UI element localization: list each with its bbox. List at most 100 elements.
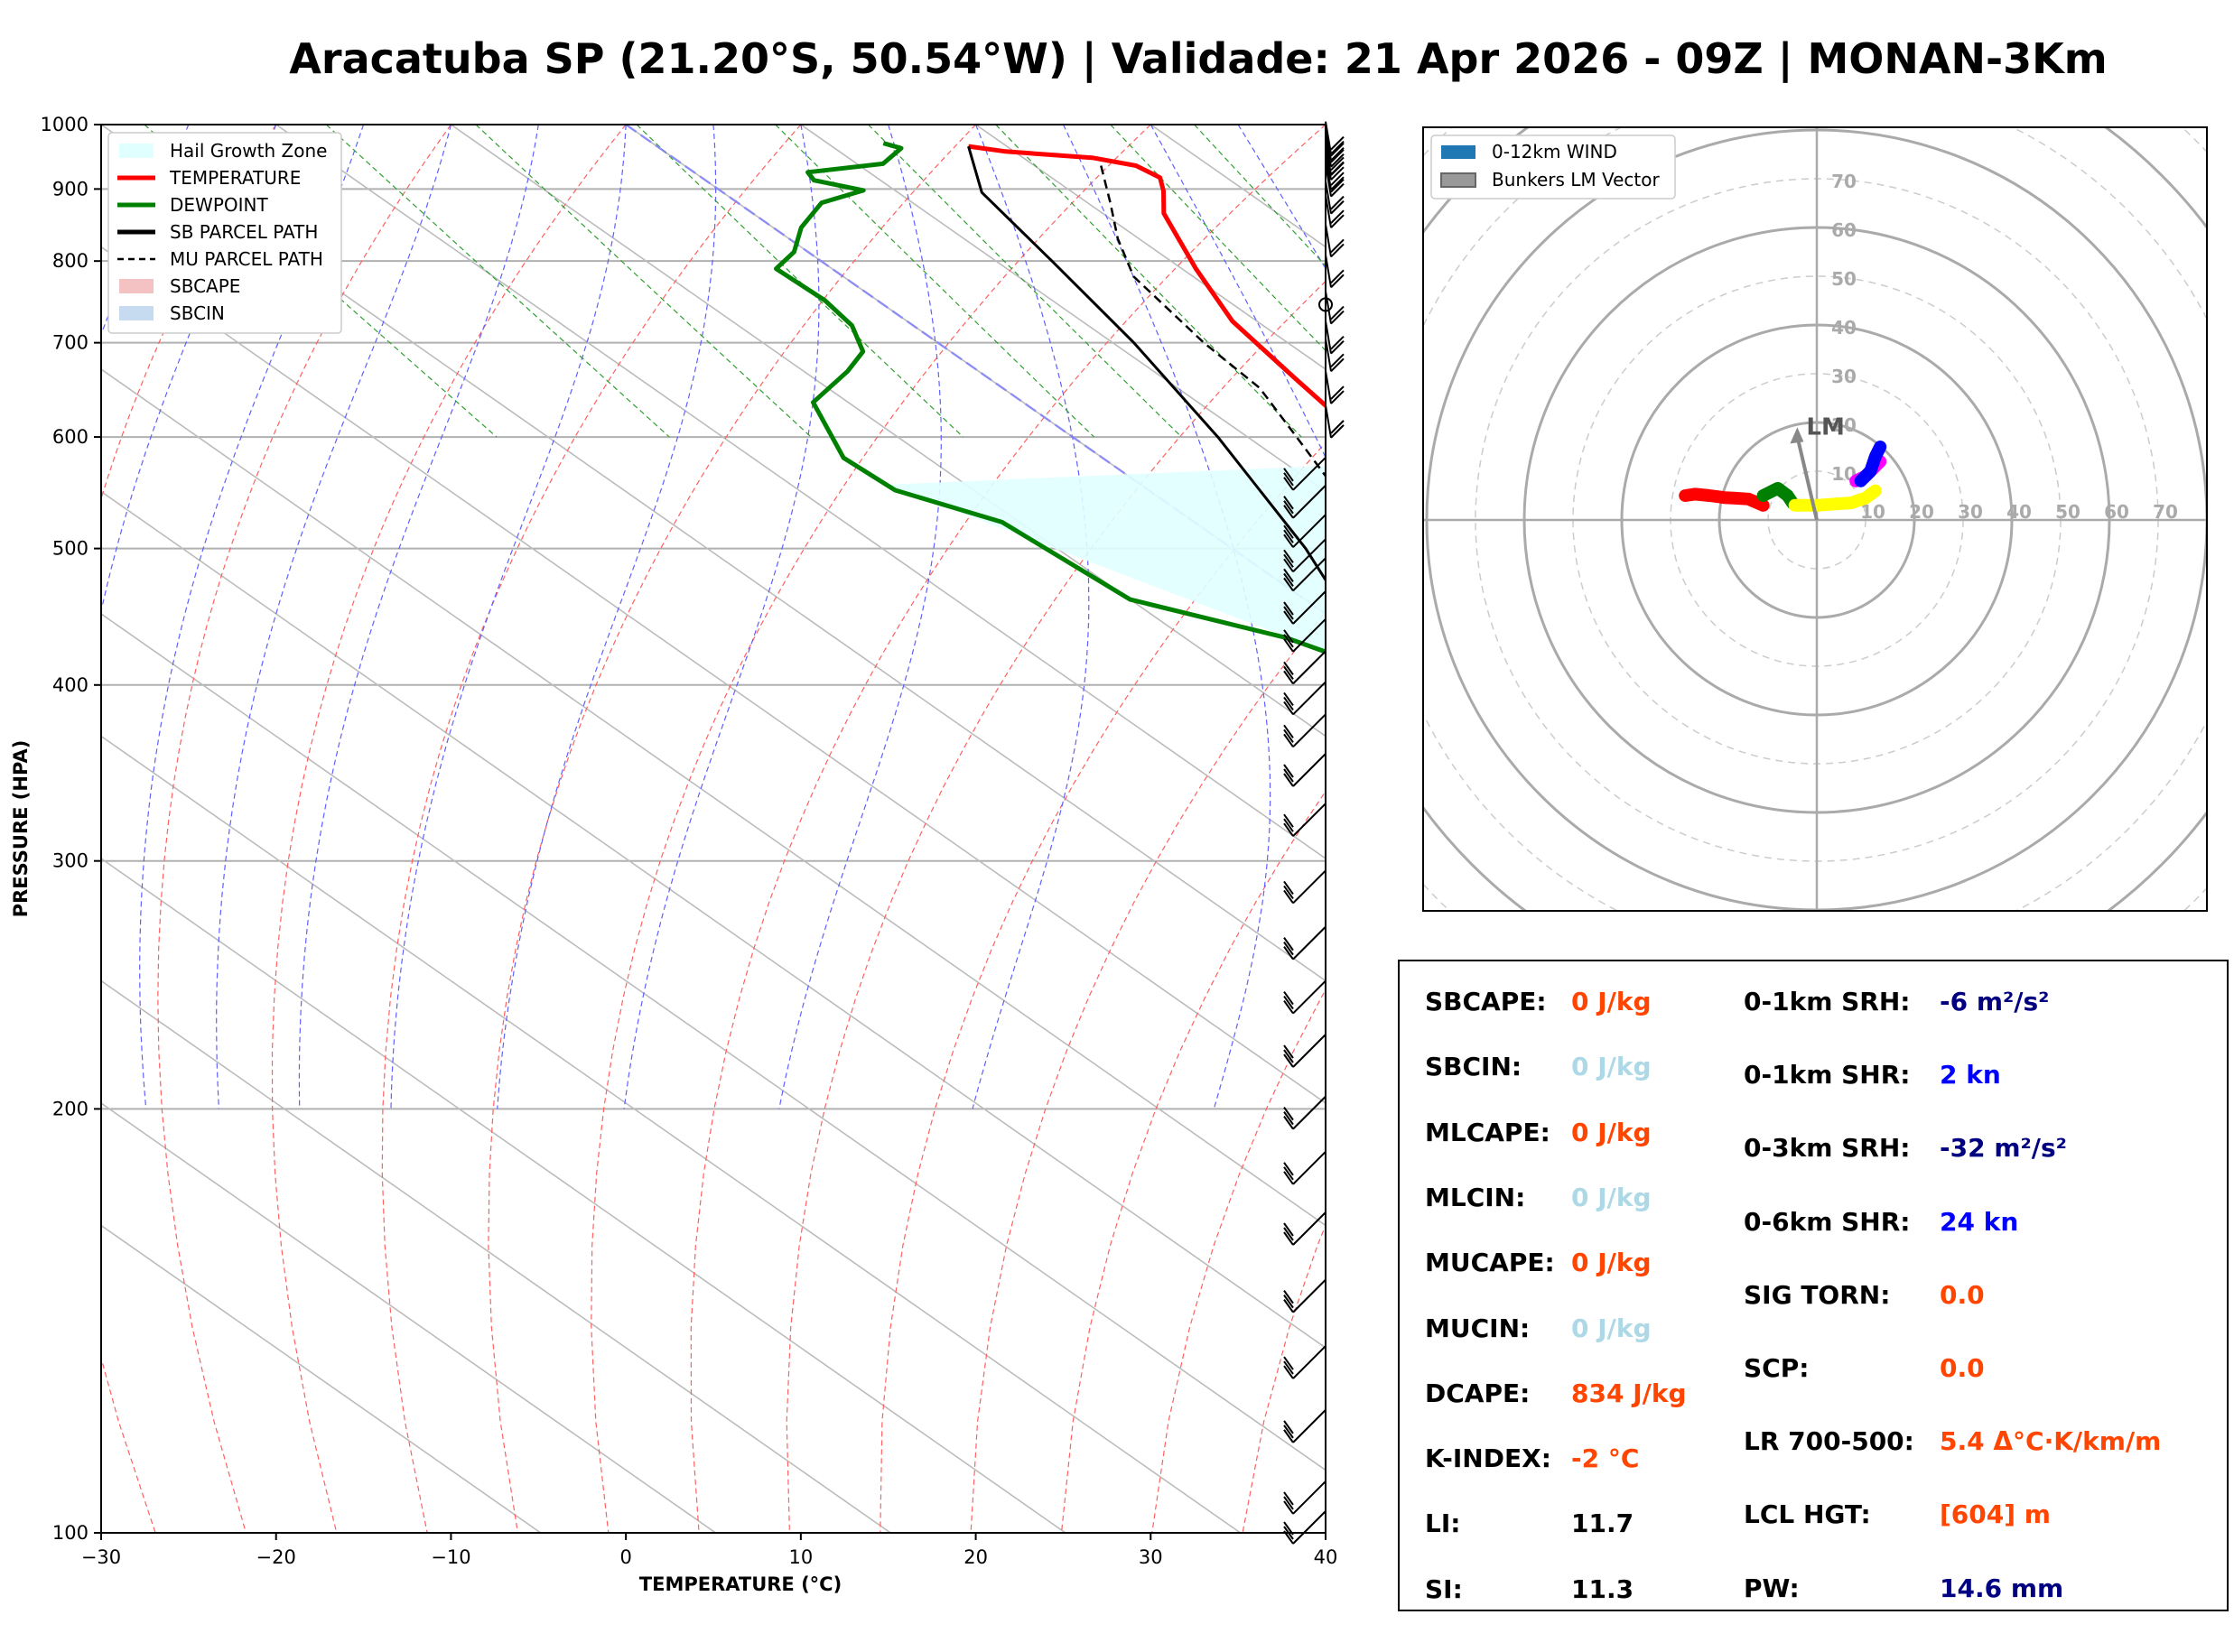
wind-barb [1283,1095,1326,1130]
isotherm-line [101,246,1326,1104]
index-label: MUCAPE: [1425,1248,1555,1278]
isotherm-line [101,735,1242,1533]
moist-adiabat [497,125,717,1109]
index-label: MLCIN: [1425,1182,1526,1212]
x-axis-label: TEMPERATURE (°C) [639,1573,842,1595]
isotherm-line [800,125,1326,493]
dry-adiabat [157,125,451,1533]
wind-barb [1325,134,1345,168]
hodograph-trace [1679,487,1770,512]
hodograph-ring-label: 20 [1831,414,1857,436]
dry-adiabat [786,280,1326,1533]
legend-label: Bunkers LM Vector [1492,169,1661,190]
x-tick-label: 20 [963,1546,988,1568]
wind-barb [1283,713,1326,747]
moist-adiabat [778,125,942,1109]
y-tick-label: 1000 [41,114,88,135]
index-value: 2 kn [1940,1060,2001,1091]
hodograph-frame [1422,126,2208,912]
wind-barb [1283,1278,1326,1313]
x-tick-label: −30 [81,1546,121,1568]
isotherm-line [101,858,1066,1533]
isotherm-line [101,1224,542,1533]
wind-barb [1283,485,1326,519]
index-label: LCL HGT: [1744,1499,1871,1530]
hodograph-ring-label: 50 [1831,268,1857,290]
wind-barb [1283,514,1326,548]
y-tick-label: 400 [52,674,88,696]
dry-adiabat [488,125,977,1533]
moist-adiabat [298,125,539,1109]
mixing-ratio-line [775,125,1095,438]
hodograph-ring-label: 60 [2104,501,2129,523]
moist-adiabat [390,125,627,1109]
mixing-ratio-line [475,125,812,438]
legend-swatch [1441,145,1475,159]
series-dewpoint [774,141,1326,654]
mixing-ratio-line [1110,125,1326,352]
hodograph-ring-label: 70 [2153,501,2178,523]
wind-barb [1283,1409,1326,1443]
wind-barb [1283,618,1326,653]
wind-barb [1325,163,1345,198]
wind-barb [1283,1480,1326,1515]
legend-swatch [119,279,154,293]
index-label: MUCIN: [1425,1313,1531,1343]
hodograph-trace [1756,481,1799,510]
series-sb-parcel-path [967,145,1326,583]
series-temperature [968,144,1326,409]
x-tick-label: 40 [1314,1546,1338,1568]
index-label: K-INDEX: [1425,1443,1551,1474]
indices-panel: SBCAPE: 0 J/kg SBCIN: 0 J/kg MLCAPE: 0 J/kg ML… [1398,960,2229,1611]
wind-barb [1325,147,1345,181]
wind-barb [1283,557,1326,592]
index-value: 0 J/kg [1571,1182,1652,1212]
x-tick-label: −20 [256,1546,296,1568]
hodograph-ring-label: 70 [1831,171,1857,192]
wind-barb [1283,753,1326,787]
wind-barb [1283,803,1326,837]
mixing-ratio-line [1194,125,1326,267]
hail-growth-zone [887,466,1326,652]
y-tick-label: 900 [52,178,88,200]
hodograph-ring-label: 40 [1831,317,1857,339]
wind-barb [1325,370,1345,404]
moist-adiabat [1150,125,1326,459]
legend-label: MU PARCEL PATH [170,248,323,270]
y-tick-label: 200 [52,1098,88,1119]
legend-label: SBCIN [170,302,225,324]
index-value: 0 J/kg [1571,987,1652,1016]
wind-barb [1325,181,1345,215]
x-tick-label: 0 [619,1546,631,1568]
hodograph-ring-label: 60 [1831,219,1857,241]
wind-barb [1283,1345,1326,1379]
index-value: 24 kn [1940,1206,2019,1237]
wind-barb [1283,1510,1326,1545]
index-label: SI: [1425,1573,1463,1604]
index-label: LI: [1425,1508,1461,1539]
isotherm-line [101,125,1326,982]
index-value: 0.0 [1940,1279,1985,1310]
wind-barb [1325,127,1345,162]
y-tick-label: 600 [52,426,88,448]
index-value: 0 J/kg [1571,1313,1652,1343]
index-label: SCP: [1744,1353,1810,1383]
isotherm-line [101,979,891,1533]
wind-barb [1283,1034,1326,1068]
wind-barb [1283,869,1326,905]
wind-barb [1325,157,1345,190]
plot-frame [100,124,1326,1534]
hodograph-trace [1854,441,1887,487]
index-value: 834 J/kg [1571,1378,1687,1408]
legend-label: TEMPERATURE [169,167,301,189]
y-tick-label: 800 [52,250,88,272]
wind-barb [1325,339,1345,372]
hodograph-ring-label: 30 [1958,501,1983,523]
isotherm-line [101,368,1326,1227]
index-value: 11.3 [1571,1573,1634,1604]
legend-swatch [119,144,154,158]
index-label: SIG TORN: [1744,1279,1891,1310]
index-label: PW: [1744,1573,1800,1603]
index-value: 0.0 [1940,1353,1985,1383]
index-label: 0-6km SHR: [1744,1206,1911,1237]
